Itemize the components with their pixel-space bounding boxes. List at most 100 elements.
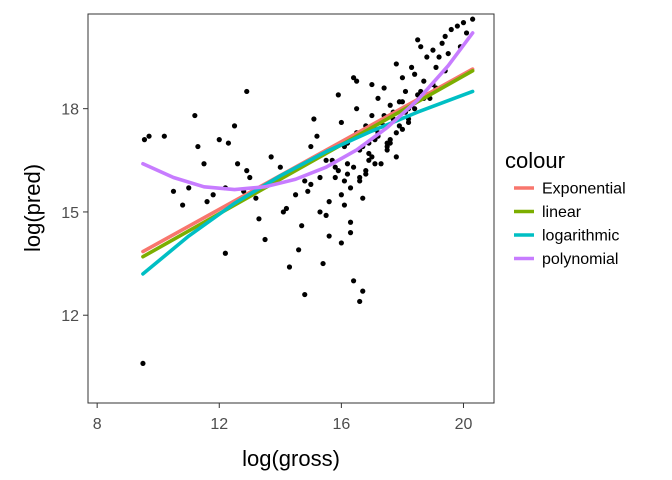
scatter-point — [299, 223, 305, 229]
scatter-point — [415, 37, 421, 43]
scatter-point — [448, 26, 454, 33]
scatter-point — [140, 360, 146, 367]
scatter-point — [308, 181, 314, 187]
scatter-point — [141, 137, 148, 143]
scatter-point — [360, 288, 366, 294]
scatter-point — [262, 236, 268, 243]
scatter-point — [323, 157, 329, 163]
scatter-point — [347, 185, 354, 191]
scatter-point — [247, 174, 253, 181]
scatter-point — [387, 102, 393, 108]
scatter-point — [430, 47, 436, 53]
plot-panel-background — [88, 14, 494, 403]
scatter-point — [408, 64, 415, 70]
y-axis-ticks: 12 15 18 — [61, 102, 88, 325]
scatter-point — [225, 140, 232, 146]
scatter-point — [363, 171, 369, 177]
scatter-point — [195, 143, 201, 150]
scatter-point — [277, 164, 283, 170]
scatter-point — [424, 54, 430, 60]
scatter-point — [344, 161, 351, 167]
y-axis-title: log(pred) — [20, 164, 45, 252]
scatter-point — [338, 119, 344, 126]
scatter-point — [268, 154, 274, 160]
legend-label-linear: linear — [542, 204, 582, 221]
scatter-point — [436, 54, 442, 60]
x-axis-ticks: 8 12 16 20 — [93, 403, 472, 433]
x-tick-label: 12 — [210, 416, 228, 433]
trend-lines — [141, 31, 475, 276]
legend-label-polynomial: polynomial — [542, 251, 618, 268]
scatter-point — [393, 130, 399, 136]
scatter-point — [180, 202, 186, 208]
scatter-point — [335, 92, 341, 98]
scatter-point — [170, 188, 177, 194]
scatter-point — [418, 44, 424, 50]
scatter-point — [350, 164, 357, 170]
scatter-point — [463, 30, 470, 36]
scatter-point — [350, 278, 357, 284]
trend-line-polynomial — [141, 31, 475, 192]
scatter-point — [347, 219, 354, 225]
legend-label-exponential: Exponential — [542, 181, 626, 198]
scatter-point — [216, 137, 222, 143]
scatter-point — [222, 250, 228, 256]
scatter-point — [280, 209, 286, 215]
scatter-point — [393, 154, 399, 160]
scatter-point — [256, 216, 262, 222]
scatter-point — [326, 199, 332, 205]
legend-label-logarithmic: logarithmic — [542, 228, 619, 245]
scatter-point — [347, 230, 354, 236]
scatter-point — [341, 178, 348, 184]
trend-line-logarithmic — [141, 89, 475, 276]
scatter-point — [421, 78, 427, 84]
scatter-point — [311, 116, 317, 122]
scatter-point — [399, 99, 406, 105]
scatter-point — [192, 112, 198, 119]
scatter-point — [296, 247, 302, 253]
legend: colour Exponential linear logarithmic polyn… — [505, 148, 626, 268]
scatter-point — [341, 202, 348, 208]
scatter-point — [354, 106, 360, 112]
scatter-point — [357, 174, 363, 181]
scatter-point — [354, 78, 360, 84]
scatter-point — [360, 195, 366, 201]
scatter-point — [369, 112, 375, 119]
scatter-point — [234, 161, 241, 167]
scatter-point — [186, 185, 192, 191]
scatter-point — [402, 88, 409, 95]
scatter-point — [454, 23, 460, 29]
x-tick-label: 16 — [332, 416, 350, 433]
scatter-point — [412, 106, 418, 112]
scatter-point — [433, 64, 439, 70]
plot-panel-border — [87, 13, 495, 404]
scatter-point — [317, 209, 323, 215]
scatter-point — [393, 61, 399, 67]
scatter-point — [405, 119, 412, 126]
scatter-point — [204, 199, 210, 205]
scatter-point — [320, 260, 326, 267]
scatter-point — [323, 212, 329, 218]
scatter-point — [305, 188, 311, 194]
scatter-point — [302, 291, 308, 298]
scatter-point — [253, 195, 259, 201]
scatter-point — [445, 50, 451, 57]
scatter-point — [460, 20, 467, 26]
scatter-point — [231, 123, 238, 129]
scatter-point — [396, 123, 402, 129]
scatter-point — [210, 192, 216, 198]
scatter-point — [442, 33, 448, 39]
scatter-point — [244, 168, 250, 174]
scatter-point — [439, 40, 445, 46]
scatter-point — [332, 164, 338, 170]
scatter-point — [292, 192, 299, 198]
scatter-point — [350, 75, 357, 81]
scatter-point — [369, 81, 375, 88]
scatter-point — [201, 161, 207, 167]
scatter-point — [146, 133, 152, 139]
scatter-point — [399, 75, 406, 81]
scatter-point — [384, 147, 390, 153]
scatter-point — [357, 298, 363, 305]
scatter-point — [369, 154, 375, 160]
scatter-point — [366, 150, 372, 157]
